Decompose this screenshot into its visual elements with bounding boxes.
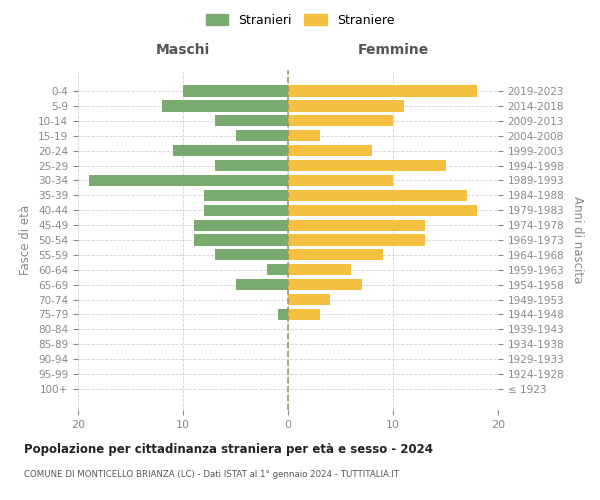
- Bar: [288, 145, 372, 156]
- Bar: [215, 115, 288, 126]
- Y-axis label: Anni di nascita: Anni di nascita: [571, 196, 584, 284]
- Bar: [193, 234, 288, 246]
- Bar: [235, 130, 288, 141]
- Bar: [193, 220, 288, 230]
- Bar: [204, 190, 288, 201]
- Bar: [215, 160, 288, 171]
- Bar: [288, 86, 477, 96]
- Bar: [288, 190, 467, 201]
- Bar: [277, 309, 288, 320]
- Bar: [288, 160, 445, 171]
- Bar: [183, 86, 288, 96]
- Legend: Stranieri, Straniere: Stranieri, Straniere: [201, 8, 399, 32]
- Bar: [288, 204, 477, 216]
- Bar: [162, 100, 288, 112]
- Bar: [288, 234, 425, 246]
- Text: Popolazione per cittadinanza straniera per età e sesso - 2024: Popolazione per cittadinanza straniera p…: [24, 442, 433, 456]
- Bar: [288, 175, 393, 186]
- Bar: [88, 175, 288, 186]
- Bar: [288, 250, 383, 260]
- Bar: [267, 264, 288, 276]
- Bar: [288, 279, 361, 290]
- Bar: [235, 279, 288, 290]
- Bar: [288, 220, 425, 230]
- Bar: [288, 115, 393, 126]
- Bar: [204, 204, 288, 216]
- Bar: [288, 130, 320, 141]
- Bar: [288, 100, 404, 112]
- Text: COMUNE DI MONTICELLO BRIANZA (LC) - Dati ISTAT al 1° gennaio 2024 - TUTTITALIA.I: COMUNE DI MONTICELLO BRIANZA (LC) - Dati…: [24, 470, 399, 479]
- Bar: [288, 309, 320, 320]
- Bar: [288, 294, 330, 305]
- Text: Femmine: Femmine: [358, 44, 428, 58]
- Bar: [173, 145, 288, 156]
- Text: Maschi: Maschi: [156, 44, 210, 58]
- Y-axis label: Fasce di età: Fasce di età: [19, 205, 32, 275]
- Bar: [215, 250, 288, 260]
- Bar: [288, 264, 351, 276]
